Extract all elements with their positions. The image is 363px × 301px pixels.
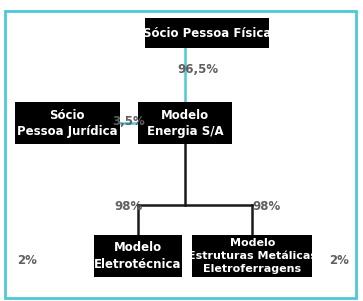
FancyBboxPatch shape <box>15 102 120 144</box>
FancyBboxPatch shape <box>138 102 232 144</box>
Text: 2%: 2% <box>17 254 37 267</box>
FancyBboxPatch shape <box>94 235 182 277</box>
Text: Modelo
Eletrotécnica: Modelo Eletrotécnica <box>94 241 182 271</box>
Text: 96,5%: 96,5% <box>177 63 219 76</box>
Text: 98%: 98% <box>253 200 281 213</box>
Text: 2%: 2% <box>330 254 349 267</box>
Text: 3,5%: 3,5% <box>113 115 145 129</box>
FancyBboxPatch shape <box>145 18 269 48</box>
Text: Modelo
Estruturas Metálicas
Eletroferragens: Modelo Estruturas Metálicas Eletroferrag… <box>188 238 317 274</box>
Text: Modelo
Energia S/A: Modelo Energia S/A <box>147 109 224 138</box>
Text: Sócio
Pessoa Jurídica: Sócio Pessoa Jurídica <box>17 109 118 138</box>
FancyBboxPatch shape <box>192 235 312 277</box>
Text: Sócio Pessoa Física: Sócio Pessoa Física <box>143 26 271 40</box>
Text: 98%: 98% <box>115 200 143 213</box>
